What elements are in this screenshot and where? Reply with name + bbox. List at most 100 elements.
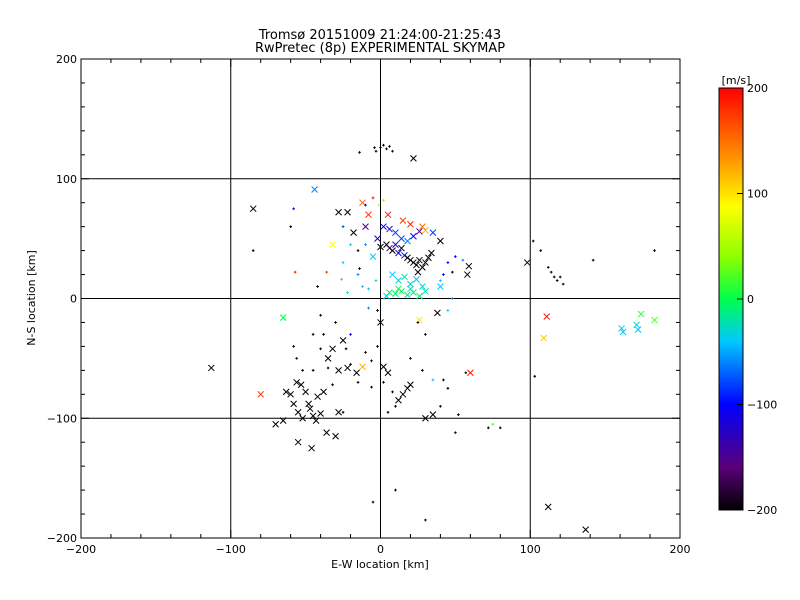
plus-marker xyxy=(356,381,360,384)
plus-marker xyxy=(341,225,345,228)
plus-marker xyxy=(340,278,343,281)
plus-marker xyxy=(487,426,490,430)
cross-marker xyxy=(279,314,287,322)
cross-marker xyxy=(619,328,627,336)
plus-marker xyxy=(370,385,373,389)
cross-marker xyxy=(437,237,444,245)
cross-marker xyxy=(302,388,309,396)
plus-marker xyxy=(446,387,450,390)
cross-marker xyxy=(359,363,366,371)
cross-marker xyxy=(306,405,314,413)
plus-marker xyxy=(319,347,322,351)
cross-marker xyxy=(651,316,658,324)
plus-marker xyxy=(457,413,460,416)
y-axis-label: N-S location [km] xyxy=(25,250,38,346)
plus-marker xyxy=(356,249,360,252)
cross-marker xyxy=(410,232,417,240)
cross-marker xyxy=(404,237,411,245)
cross-marker xyxy=(279,417,287,424)
cross-marker xyxy=(464,271,471,278)
cross-marker xyxy=(293,378,300,386)
cross-marker xyxy=(312,417,320,424)
y-tick-label: −200 xyxy=(47,532,77,545)
cross-marker xyxy=(314,393,321,401)
cross-marker xyxy=(308,444,315,452)
cross-marker xyxy=(362,223,369,231)
cross-marker xyxy=(389,271,396,278)
cross-marker xyxy=(395,285,402,293)
cross-marker xyxy=(329,241,336,248)
plus-marker xyxy=(358,267,361,270)
plus-marker xyxy=(382,381,385,384)
x-tick-label: 200 xyxy=(670,543,691,556)
cross-marker xyxy=(383,292,390,300)
cross-marker xyxy=(339,337,347,344)
plus-marker xyxy=(371,196,375,200)
cross-marker xyxy=(392,241,399,248)
plus-marker xyxy=(385,147,388,151)
cross-marker xyxy=(465,262,473,270)
cross-marker xyxy=(389,247,396,254)
plus-marker xyxy=(382,143,385,147)
cross-marker xyxy=(413,261,420,269)
plus-marker xyxy=(558,275,562,279)
cross-marker xyxy=(332,432,339,440)
y-tick-label: 200 xyxy=(56,53,77,66)
cross-marker xyxy=(392,290,399,298)
plus-marker xyxy=(334,321,337,324)
plus-marker xyxy=(446,261,450,264)
y-tick-label: 0 xyxy=(70,293,77,306)
cross-marker xyxy=(324,355,332,362)
cross-marker xyxy=(294,438,302,446)
cross-marker xyxy=(380,363,387,371)
grid-lines xyxy=(81,59,680,538)
plus-marker xyxy=(591,258,595,262)
cross-marker xyxy=(377,243,384,251)
plus-marker xyxy=(531,239,535,243)
cross-marker xyxy=(416,228,423,235)
cross-marker xyxy=(543,313,551,320)
cross-marker xyxy=(207,364,215,372)
cross-marker xyxy=(634,326,642,333)
plus-marker xyxy=(367,287,370,291)
cross-marker xyxy=(305,400,312,408)
cross-marker xyxy=(272,420,280,428)
plus-marker xyxy=(439,279,442,282)
colorbar-tick-label: 200 xyxy=(747,82,768,95)
plus-marker xyxy=(377,203,381,207)
plus-marker xyxy=(442,378,445,382)
cross-marker xyxy=(404,291,411,299)
cross-marker xyxy=(350,229,357,236)
plus-marker xyxy=(292,207,295,210)
plus-marker xyxy=(301,369,304,372)
plus-marker xyxy=(311,369,315,372)
cross-marker xyxy=(523,259,531,266)
cross-marker xyxy=(407,280,414,288)
cross-marker xyxy=(399,390,407,398)
plus-marker xyxy=(421,369,424,372)
chart-subtitle: RwPretec (8p) EXPERIMENTAL SKYMAP xyxy=(255,41,505,56)
plus-marker xyxy=(451,270,454,274)
plus-marker xyxy=(322,333,325,336)
cross-marker xyxy=(299,414,306,422)
plus-marker xyxy=(370,359,373,363)
plus-marker xyxy=(391,390,394,394)
cross-marker xyxy=(384,369,392,377)
plus-marker xyxy=(391,149,394,153)
plus-marker xyxy=(341,261,345,264)
cross-marker xyxy=(466,369,474,377)
cross-marker xyxy=(257,390,265,398)
plus-marker xyxy=(394,488,397,492)
cross-marker xyxy=(399,217,407,225)
cross-marker xyxy=(249,205,257,213)
colorbar-tick-label: 100 xyxy=(747,188,768,201)
cross-marker xyxy=(422,226,429,234)
plus-marker xyxy=(454,431,457,434)
cross-marker xyxy=(294,408,302,416)
cross-marker xyxy=(416,292,423,300)
plus-marker xyxy=(439,404,442,408)
plus-marker xyxy=(546,266,550,269)
cross-marker xyxy=(317,410,324,417)
cross-marker xyxy=(369,253,377,260)
cross-marker xyxy=(413,275,420,283)
